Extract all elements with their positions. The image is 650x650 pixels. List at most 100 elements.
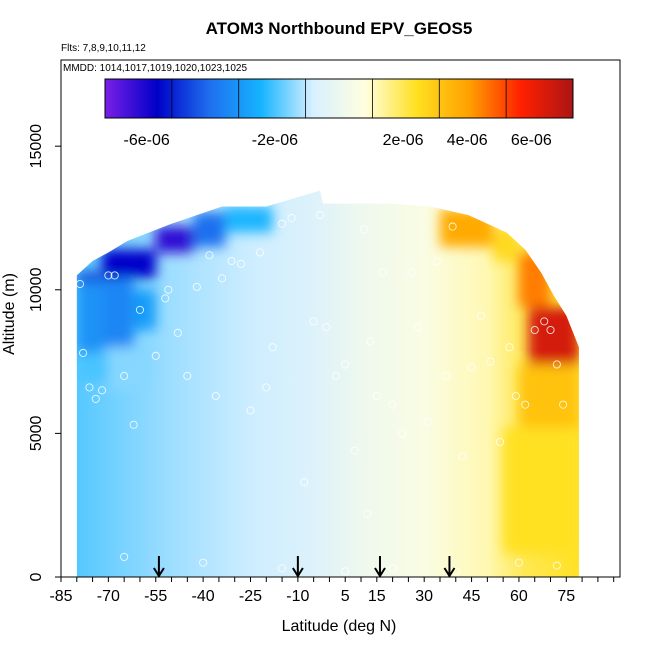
sample-point bbox=[467, 363, 476, 372]
sample-point bbox=[476, 311, 486, 320]
sample-point bbox=[372, 391, 381, 401]
sample-point bbox=[91, 394, 100, 403]
sample-point bbox=[388, 564, 397, 573]
sample-point bbox=[448, 222, 457, 231]
flight-arrow bbox=[153, 556, 165, 578]
x-tick-label: -55 bbox=[144, 588, 167, 605]
sample-point bbox=[341, 360, 350, 369]
sample-point bbox=[104, 271, 113, 280]
heatmap-cell bbox=[528, 307, 579, 365]
sample-point bbox=[278, 219, 287, 228]
sample-point bbox=[278, 564, 287, 573]
sample-point bbox=[227, 257, 236, 266]
sample-point bbox=[486, 357, 495, 366]
x-tick-label: -40 bbox=[192, 588, 215, 605]
colorbar-gradient bbox=[104, 78, 574, 119]
colorbar-tick-label: -6e-06 bbox=[124, 132, 170, 149]
colorbar-tick-label: 2e-06 bbox=[383, 132, 424, 149]
sample-point bbox=[199, 558, 208, 567]
sample-point bbox=[350, 446, 359, 455]
sample-points bbox=[75, 211, 568, 576]
x-tick-label: 75 bbox=[557, 588, 575, 605]
sample-point bbox=[341, 567, 350, 576]
sample-point bbox=[246, 406, 255, 415]
colorbar-tick-label: -2e-06 bbox=[252, 132, 298, 149]
x-tick-label: -85 bbox=[49, 588, 72, 605]
sample-point bbox=[300, 478, 309, 487]
heatmap-cell bbox=[108, 347, 150, 391]
sample-point bbox=[218, 274, 227, 283]
y-axis-label: Altitude (m) bbox=[1, 273, 18, 355]
sample-point bbox=[287, 213, 296, 223]
sample-point bbox=[505, 343, 514, 352]
sample-point bbox=[262, 383, 271, 392]
sample-point bbox=[540, 317, 549, 326]
chart-subtitle-dates: MMDD: 1014,1017,1019,1020,1023,1025 bbox=[63, 63, 247, 74]
sample-point bbox=[110, 271, 119, 280]
sample-point bbox=[98, 386, 107, 395]
heatmap-cell bbox=[76, 272, 103, 282]
sample-point bbox=[552, 561, 561, 570]
heatmap-cell bbox=[493, 229, 519, 262]
sample-point bbox=[442, 371, 451, 380]
heatmap-layer bbox=[76, 190, 579, 577]
sample-point bbox=[183, 371, 192, 380]
sample-point bbox=[432, 257, 441, 266]
sample-point bbox=[322, 323, 331, 332]
sample-point bbox=[331, 371, 340, 380]
sample-point bbox=[552, 360, 561, 369]
sample-point bbox=[363, 509, 372, 518]
heatmap-cell bbox=[133, 289, 156, 330]
sample-point bbox=[309, 317, 318, 326]
sample-point bbox=[268, 343, 277, 352]
sample-point bbox=[161, 294, 170, 303]
sample-point bbox=[360, 225, 369, 234]
x-tick-label: 5 bbox=[341, 588, 350, 605]
plot-frame bbox=[60, 59, 621, 578]
x-tick-label: 15 bbox=[368, 588, 386, 605]
heatmap-cell bbox=[518, 364, 579, 428]
sample-point bbox=[366, 337, 375, 346]
sample-point bbox=[521, 400, 530, 409]
heatmap-cell bbox=[76, 281, 103, 353]
chart-title: ATOM3 Northbound EPV_GEOS5 bbox=[206, 19, 473, 38]
colorbar-tick-label: 6e-06 bbox=[511, 132, 552, 149]
latitude-arrows bbox=[153, 556, 456, 578]
sample-point bbox=[205, 251, 214, 260]
chart-subtitle-flights: Flts: 7,8,9,10,11,12 bbox=[61, 43, 146, 54]
heatmap-cell bbox=[503, 427, 576, 555]
flight-arrow bbox=[292, 556, 304, 578]
y-axis: 0 5000 10000 15000 bbox=[28, 124, 61, 581]
x-axis: -85 -70 -55 -40 -25 -10 5 15 30 45 60 75 bbox=[49, 577, 615, 605]
sample-point bbox=[120, 371, 129, 380]
heatmap-cell bbox=[225, 206, 273, 233]
sample-point bbox=[511, 391, 520, 401]
sample-point bbox=[85, 383, 94, 392]
sample-point bbox=[379, 268, 388, 277]
x-tick-label: 30 bbox=[415, 588, 433, 605]
sample-point bbox=[407, 268, 416, 277]
heatmap-cell bbox=[193, 212, 226, 247]
x-axis-label: Latitude (deg N) bbox=[282, 618, 397, 635]
x-tick-label: -70 bbox=[97, 588, 120, 605]
heatmap-cell bbox=[439, 209, 494, 247]
sample-point bbox=[458, 452, 467, 461]
x-tick-label: -25 bbox=[239, 588, 262, 605]
sample-point bbox=[135, 305, 145, 314]
sample-point bbox=[75, 279, 84, 289]
sample-point bbox=[79, 348, 88, 358]
sample-point bbox=[255, 248, 265, 257]
heatmap-cell bbox=[155, 226, 194, 253]
x-tick-label: -10 bbox=[286, 588, 309, 605]
sample-point bbox=[173, 328, 182, 337]
sample-point bbox=[423, 417, 432, 426]
sample-point bbox=[236, 259, 246, 268]
sample-point bbox=[315, 211, 325, 220]
sample-point bbox=[388, 400, 397, 409]
sample-point bbox=[530, 325, 539, 335]
sample-point bbox=[514, 558, 523, 567]
y-tick-label: 0 bbox=[28, 572, 45, 581]
sample-point bbox=[495, 437, 505, 447]
y-tick-label: 5000 bbox=[28, 415, 45, 451]
